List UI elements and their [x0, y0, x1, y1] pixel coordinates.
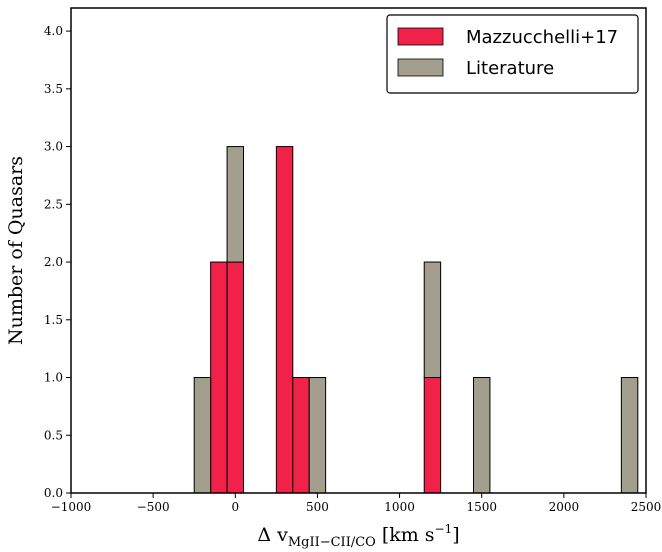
x-axis-label-units-sup: −1	[435, 522, 453, 536]
y-tick-label: 2.5	[44, 197, 63, 211]
bar-literature-8	[620, 377, 639, 494]
y-tick-label: 3.0	[44, 140, 63, 154]
bar-mazzucchelli-1	[210, 261, 228, 494]
legend-label-mazzucchelli: Mazzucchelli+17	[466, 27, 618, 48]
x-tick-label: 2500	[631, 500, 662, 514]
bar-mazzucchelli-4	[292, 377, 310, 494]
legend-label-literature: Literature	[466, 58, 554, 79]
bar-mazzucchelli-6	[423, 377, 442, 494]
y-tick-label: 1.0	[44, 371, 63, 385]
y-tick-label: 2.0	[44, 255, 63, 269]
bar-literature-5	[308, 377, 327, 494]
x-axis-label: Δ vMgII−CII/CO [km s−1]	[257, 522, 459, 550]
x-axis-label-main: Δ v	[257, 524, 288, 546]
x-tick-label: −500	[137, 500, 170, 514]
legend: Mazzucchelli+17 Literature	[386, 14, 639, 94]
y-axis-label: Number of Quasars	[5, 156, 27, 345]
legend-box	[386, 14, 639, 94]
bar-literature-6	[423, 261, 442, 379]
x-tick-label: 1000	[384, 500, 415, 514]
bar-literature-0	[193, 377, 212, 494]
bar-literature-7	[473, 377, 491, 494]
legend-swatch-mazzucchelli	[397, 27, 444, 46]
x-tick-label: −1000	[51, 500, 92, 514]
y-tick-label: 3.5	[44, 82, 63, 96]
bars-layer	[193, 146, 639, 494]
x-tick-label: 500	[306, 500, 329, 514]
y-tick-label: 4.0	[44, 24, 63, 38]
y-tick-label: 1.5	[44, 313, 63, 327]
x-tick-label: 2000	[549, 500, 580, 514]
x-axis-label-subscript: MgII−CII/CO	[288, 535, 376, 550]
y-tick-label: 0.5	[44, 428, 63, 442]
x-tick-label: 0	[231, 500, 239, 514]
x-axis-label-units-end: ]	[452, 524, 459, 546]
bar-mazzucchelli-2	[226, 261, 244, 494]
y-axis-ticks: 0.0 0.5 1.0 1.5 2.0 2.5 3.0 3.5 4.0	[44, 24, 71, 500]
plot-frame	[70, 7, 647, 494]
x-tick-label: 1500	[466, 500, 497, 514]
legend-swatch-literature	[397, 58, 444, 77]
x-axis-ticks: −1000 −500 0 500 1000 1500 2000 2500	[51, 493, 662, 514]
bar-literature-2	[226, 146, 244, 263]
x-axis-label-units: [km s	[382, 524, 435, 546]
bar-mazzucchelli-3	[275, 146, 294, 494]
y-tick-label: 0.0	[44, 486, 63, 500]
